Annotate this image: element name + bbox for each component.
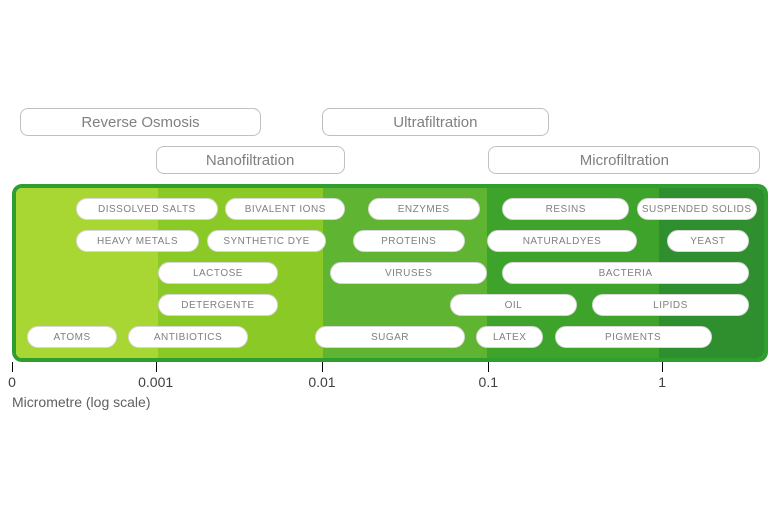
particle-pill: DETERGENTE <box>158 294 278 316</box>
axis-tick <box>12 362 13 372</box>
particle-pill: PROTEINS <box>353 230 465 252</box>
particle-pill: RESINS <box>502 198 629 220</box>
particle-pill: ENZYMES <box>368 198 480 220</box>
particle-pill: SUSPENDED SOLIDS <box>637 198 757 220</box>
particle-pill: BIVALENT IONS <box>225 198 345 220</box>
axis-tick-label: 0 <box>8 374 16 390</box>
particle-pill: OIL <box>450 294 577 316</box>
particle-pill: ANTIBIOTICS <box>128 326 248 348</box>
particle-pill: VIRUSES <box>330 262 487 284</box>
axis-tick <box>156 362 157 372</box>
particle-row: LACTOSE VIRUSES BACTERIA <box>16 262 764 288</box>
filtration-pill: Nanofiltration <box>156 146 345 174</box>
particle-pill: BACTERIA <box>502 262 749 284</box>
axis-tick-label: 0.01 <box>308 374 335 390</box>
particle-pill: SYNTHETIC DYE <box>207 230 327 252</box>
filtration-chart: Reverse Osmosis Ultrafiltration Nanofiltr… <box>12 108 768 402</box>
filtration-pill: Microfiltration <box>488 146 760 174</box>
axis-tick-label: 0.001 <box>138 374 173 390</box>
particle-pill: DISSOLVED SALTS <box>76 198 218 220</box>
particle-pill: ATOMS <box>27 326 117 348</box>
particle-pill: NATURALDYES <box>487 230 637 252</box>
particle-pill: LIPIDS <box>592 294 749 316</box>
axis-tick <box>488 362 489 372</box>
particle-row: HEAVY METALS SYNTHETIC DYE PROTEINS NATURAL… <box>16 230 764 256</box>
particle-row: ATOMS ANTIBIOTICS SUGAR LATEX PIGMENTS <box>16 326 764 352</box>
filtration-pill: Ultrafiltration <box>322 108 549 136</box>
particle-pill: PIGMENTS <box>555 326 712 348</box>
axis-title: Micrometre (log scale) <box>12 394 150 410</box>
particle-pill: SUGAR <box>315 326 465 348</box>
axis-tick <box>322 362 323 372</box>
particle-pill: LATEX <box>476 326 543 348</box>
particle-pill: LACTOSE <box>158 262 278 284</box>
size-band-box: DISSOLVED SALTS BIVALENT IONS ENZYMES RESIN… <box>12 184 768 362</box>
particle-row: DETERGENTE OIL LIPIDS <box>16 294 764 320</box>
particle-row: DISSOLVED SALTS BIVALENT IONS ENZYMES RESIN… <box>16 198 764 224</box>
particle-pill: HEAVY METALS <box>76 230 199 252</box>
axis-tick-label: 0.1 <box>479 374 498 390</box>
filtration-pill: Reverse Osmosis <box>20 108 262 136</box>
x-axis: Micrometre (log scale) 00.0010.010.11 <box>12 362 768 402</box>
filtration-row-2: Nanofiltration Microfiltration <box>12 146 768 178</box>
filtration-row-1: Reverse Osmosis Ultrafiltration <box>12 108 768 140</box>
axis-tick-label: 1 <box>658 374 666 390</box>
particle-pill: YEAST <box>667 230 749 252</box>
axis-tick <box>662 362 663 372</box>
